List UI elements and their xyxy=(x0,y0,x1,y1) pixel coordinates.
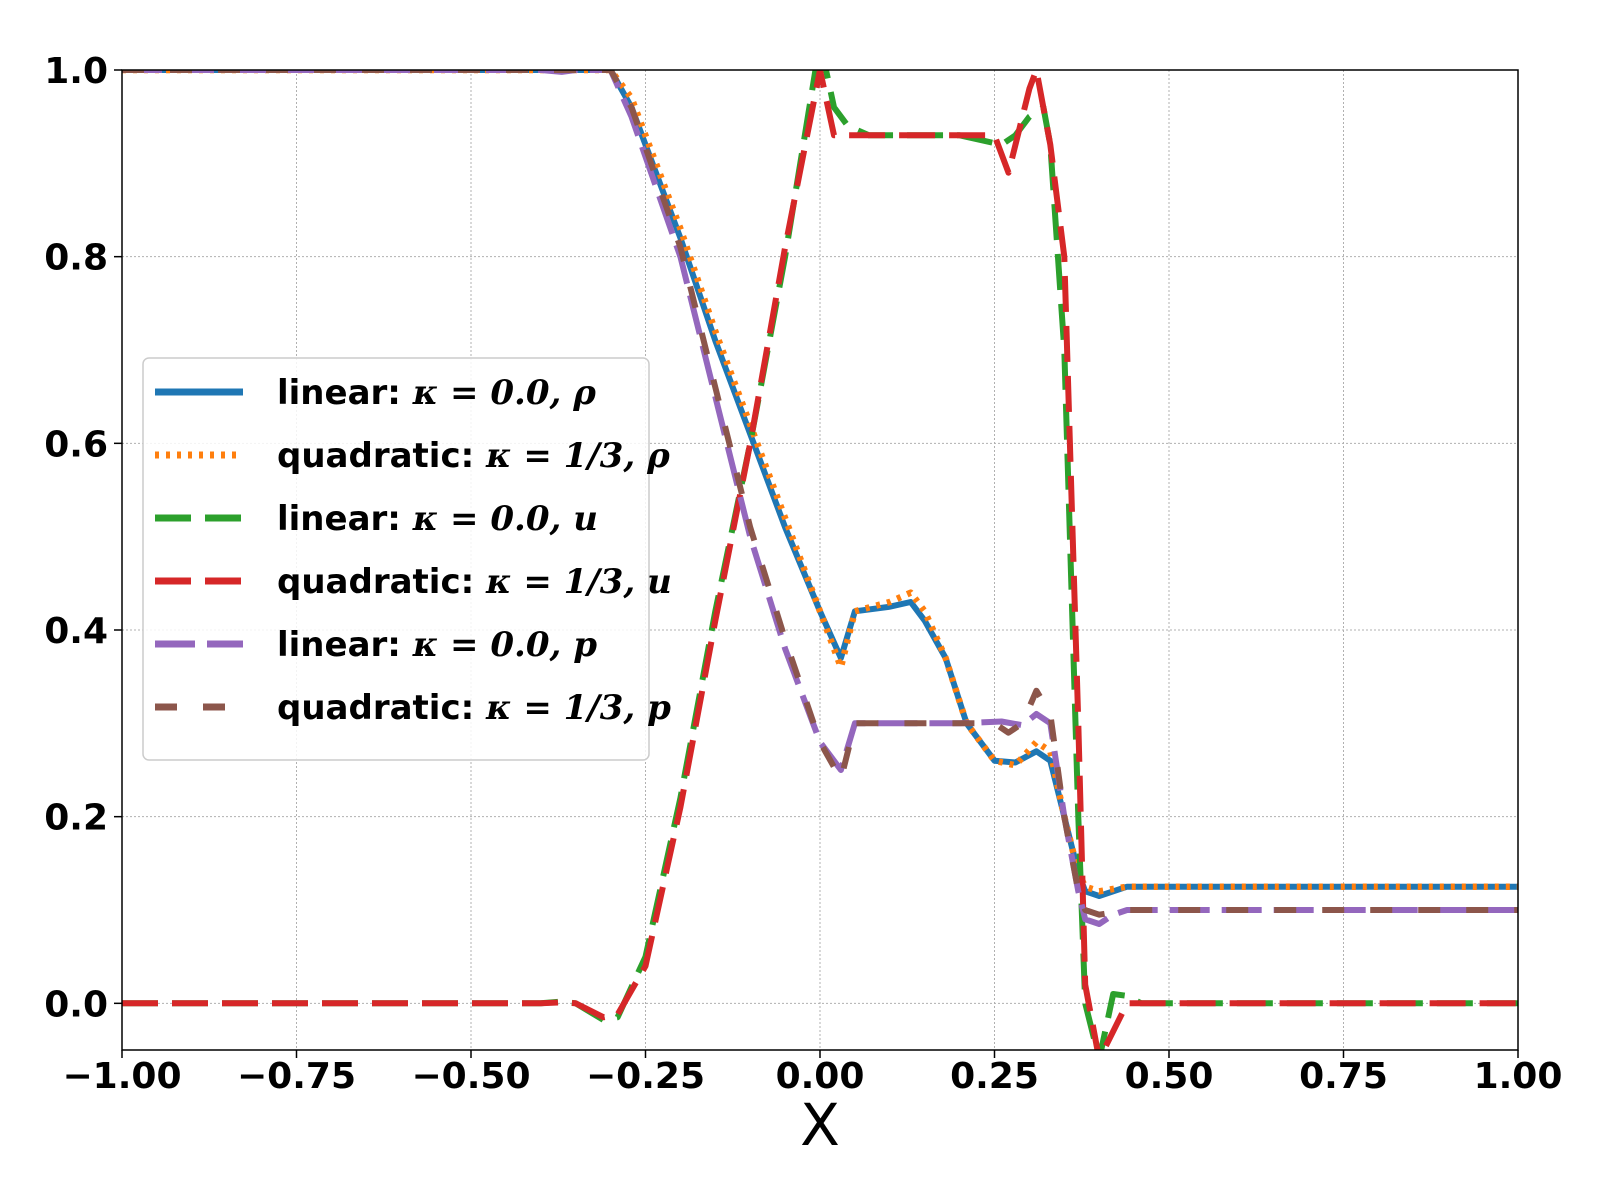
y-tick-label: 0.6 xyxy=(44,424,108,465)
x-axis-title: X xyxy=(800,1091,840,1159)
legend: linear: κ = 0.0, ρ quadratic: κ = 1/3, ρ l… xyxy=(142,357,672,761)
x-tick-label: −0.50 xyxy=(412,1056,531,1097)
y-axis: 0.0 0.2 0.4 0.6 0.8 1.0 xyxy=(44,51,122,1025)
x-tick-label: 0.00 xyxy=(776,1056,865,1097)
x-axis: −1.00 −0.75 −0.50 −0.25 0.00 0.25 0.50 0.75 1.00 xyxy=(63,1050,1563,1097)
y-tick-label: 0.8 xyxy=(44,238,108,279)
y-tick-label: 0.2 xyxy=(44,798,108,839)
x-tick-label: −0.75 xyxy=(237,1056,356,1097)
legend-label: quadratic: κ = 1/3, ρ xyxy=(277,436,670,476)
x-tick-label: 1.00 xyxy=(1474,1056,1563,1097)
legend-label: linear: κ = 0.0, p xyxy=(277,625,597,665)
x-tick-label: −1.00 xyxy=(63,1056,182,1097)
y-tick-label: 0.0 xyxy=(44,984,108,1025)
series-line-6 xyxy=(122,70,1518,918)
x-tick-label: −0.25 xyxy=(586,1056,705,1097)
x-tick-label: 0.75 xyxy=(1299,1056,1388,1097)
x-tick-label: 0.25 xyxy=(950,1056,1039,1097)
legend-label: linear: κ = 0.0, u xyxy=(277,499,598,539)
legend-label: quadratic: κ = 1/3, p xyxy=(277,688,671,728)
y-tick-label: 1.0 xyxy=(44,51,108,92)
legend-label: quadratic: κ = 1/3, u xyxy=(277,562,672,602)
series-group xyxy=(122,70,1518,1050)
y-tick-label: 0.4 xyxy=(44,611,108,652)
series-line-3 xyxy=(122,70,1518,1050)
series-line-5 xyxy=(122,70,1518,927)
legend-box xyxy=(142,357,650,761)
legend-label: linear: κ = 0.0, ρ xyxy=(277,373,596,413)
x-tick-label: 0.50 xyxy=(1125,1056,1214,1097)
